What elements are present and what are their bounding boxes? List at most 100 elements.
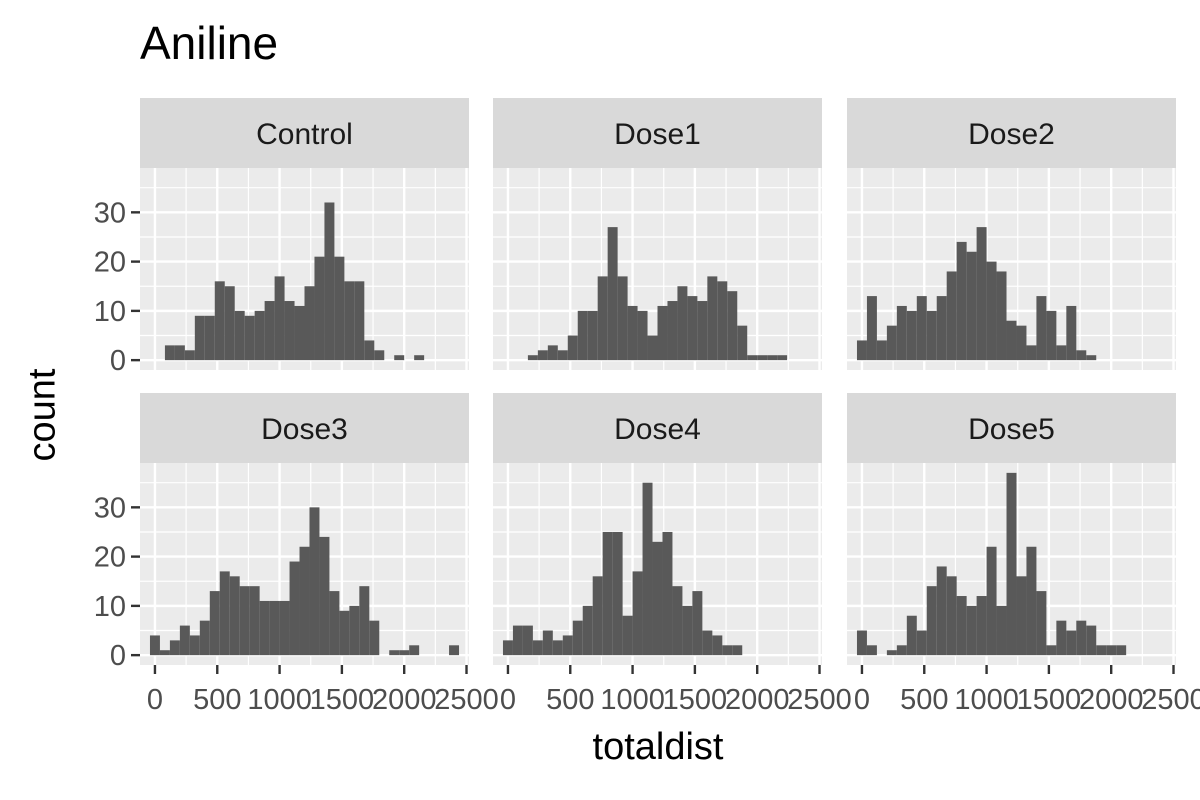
histogram-bar	[632, 571, 643, 656]
histogram-bar	[512, 625, 523, 656]
histogram-bar	[279, 600, 290, 656]
histogram-bar	[602, 531, 613, 656]
histogram-bar	[1096, 645, 1107, 656]
histogram-bar	[1086, 355, 1097, 361]
histogram-bar	[1006, 320, 1017, 361]
histogram-bar	[409, 645, 420, 656]
histogram-bar	[532, 640, 543, 656]
histogram-bar	[169, 640, 180, 656]
histogram-bar	[179, 625, 190, 656]
facet-panel-dose2: Dose2	[847, 98, 1176, 370]
histogram-bar	[647, 335, 658, 361]
histogram-bar	[309, 507, 320, 656]
histogram-bar	[906, 615, 917, 656]
histogram-bar	[682, 605, 693, 656]
histogram-bar	[449, 645, 460, 656]
histogram-bar	[334, 256, 345, 361]
histogram-bar	[707, 276, 718, 361]
x-tick-label: 1500	[310, 684, 375, 716]
histogram-bar	[1016, 576, 1027, 656]
histogram-bar	[607, 227, 618, 361]
histogram-bar	[1046, 645, 1057, 656]
histogram-bar	[289, 561, 300, 656]
histogram-bar	[727, 291, 738, 361]
x-tick-label: 2000	[1079, 684, 1144, 716]
histogram-bar	[354, 281, 365, 361]
histogram-bar	[722, 645, 733, 656]
y-tick-label: 20	[94, 542, 126, 574]
histogram-bar	[597, 276, 608, 361]
y-tick-label: 10	[94, 296, 126, 328]
x-tick-label: 2000	[372, 684, 437, 716]
y-tick-label: 30	[94, 492, 126, 524]
histogram-bar	[542, 630, 553, 656]
histogram-bar	[946, 576, 957, 656]
histogram-bar	[687, 296, 698, 361]
histogram-bar	[369, 620, 380, 656]
histogram-bar	[204, 315, 215, 361]
x-tick-label: 1000	[247, 684, 312, 716]
histogram-bar	[592, 576, 603, 656]
histogram-bar	[966, 605, 977, 656]
facet-strip-label: Dose2	[968, 118, 1055, 151]
histogram-bar	[199, 620, 210, 656]
histogram-bar	[617, 276, 628, 361]
y-tick-label: 0	[110, 640, 126, 672]
histogram-bar	[956, 596, 967, 656]
histogram-bar	[234, 310, 245, 361]
facet-strip	[493, 98, 822, 168]
histogram-bar	[414, 355, 425, 361]
x-tick-label: 0	[854, 684, 870, 716]
x-axis-label: totaldist	[592, 726, 724, 768]
histogram-bar	[672, 586, 683, 656]
histogram-bar	[856, 340, 867, 361]
histogram-bar	[747, 355, 758, 361]
facet-strip	[140, 393, 469, 463]
histogram-bar	[174, 345, 185, 361]
histogram-bar	[284, 301, 295, 361]
histogram-bar	[244, 315, 255, 361]
histogram-bar	[986, 261, 997, 361]
histogram-bar	[612, 531, 623, 656]
histogram-bar	[552, 640, 563, 656]
facet-strip	[847, 393, 1176, 463]
chart-title: Aniline	[140, 17, 279, 69]
x-tick-label: 1500	[663, 684, 728, 716]
histogram-bar	[622, 615, 633, 656]
histogram-bar	[249, 586, 260, 656]
histogram-bar	[732, 645, 743, 656]
histogram-bar	[627, 305, 638, 361]
histogram-bar	[906, 310, 917, 361]
facet-strip-label: Dose1	[614, 118, 701, 151]
histogram-bar	[1036, 296, 1047, 361]
x-tick-label: 2000	[725, 684, 790, 716]
facet-strip	[847, 98, 1176, 168]
histogram-bar	[1106, 645, 1117, 656]
histogram-bar	[757, 355, 768, 361]
histogram-bar	[692, 591, 703, 656]
x-tick-label: 1000	[954, 684, 1019, 716]
histogram-bar	[557, 350, 568, 361]
histogram-bar	[239, 586, 250, 656]
facet-strip	[493, 393, 822, 463]
histogram-bar	[502, 640, 513, 656]
histogram-bar	[567, 335, 578, 361]
histogram-bar	[652, 541, 663, 656]
x-tick-label: 2500	[434, 684, 499, 716]
histogram-bar	[364, 340, 375, 361]
histogram-bar	[866, 645, 877, 656]
histogram-bar	[1036, 591, 1047, 656]
y-tick-label: 20	[94, 247, 126, 279]
x-tick-label: 1000	[600, 684, 665, 716]
histogram-bar	[767, 355, 778, 361]
histogram-bar	[299, 546, 310, 656]
histogram-bar	[349, 605, 360, 656]
histogram-bar	[1026, 546, 1037, 656]
histogram-bar	[274, 276, 285, 361]
histogram-bar	[582, 605, 593, 656]
histogram-bar	[677, 286, 688, 361]
histogram-bar	[926, 586, 937, 656]
